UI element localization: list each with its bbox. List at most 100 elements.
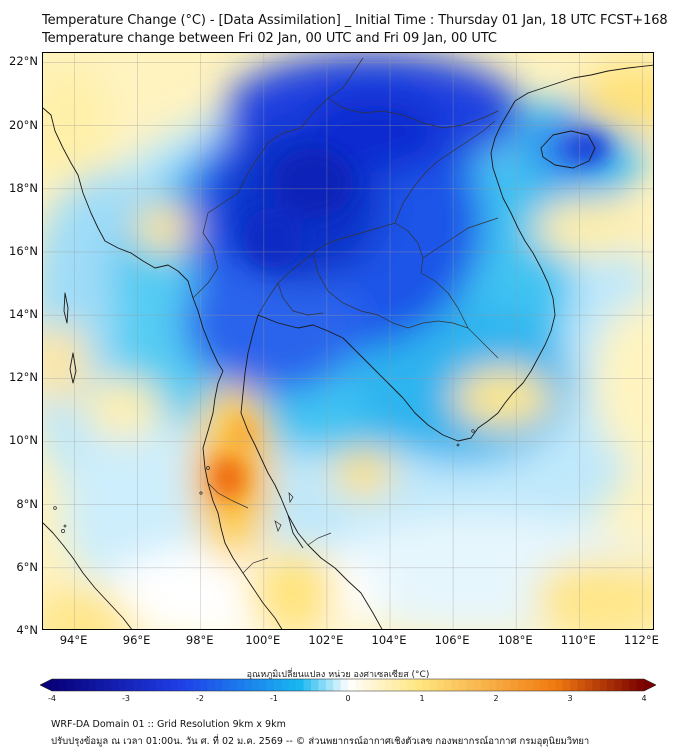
colorbar-tick-label: -3 <box>122 694 130 703</box>
colorbar-tick-label: -1 <box>270 694 278 703</box>
map-gridlines <box>43 53 653 629</box>
colorbar-cell <box>192 679 201 691</box>
colorbar-cell <box>555 679 563 691</box>
colorbar-cell <box>466 679 475 691</box>
colorbar-tick-label: 4 <box>641 694 647 703</box>
colorbar-cell <box>592 679 600 691</box>
colorbar-cell <box>66 679 75 691</box>
colorbar-cell <box>170 679 179 691</box>
colorbar-cell <box>185 679 193 691</box>
colorbar-cell <box>481 679 489 691</box>
colorbar-cell <box>251 679 260 691</box>
colorbar-cell <box>451 679 460 691</box>
colorbar-cell <box>214 679 223 691</box>
colorbar-cell <box>621 679 630 691</box>
colorbar-cell <box>89 679 97 691</box>
map-title: Temperature Change (°C) - [Data Assimila… <box>42 13 668 28</box>
colorbar-cell <box>155 679 164 691</box>
colorbar-cell <box>163 679 171 691</box>
lon-label: 102°E <box>308 633 344 647</box>
colorbar-cell <box>340 679 349 691</box>
footer-model-info: WRF-DA Domain 01 :: Grid Resolution 9km … <box>51 719 286 730</box>
colorbar-tick-label: 0 <box>345 694 351 703</box>
colorbar-cell <box>473 679 482 691</box>
colorbar-cell <box>200 679 208 691</box>
colorbar-cell <box>81 679 90 691</box>
colorbar-outline <box>40 678 656 692</box>
colorbar-cell <box>362 679 371 691</box>
colorbar-cell <box>429 679 438 691</box>
colorbar-cell <box>74 679 82 691</box>
colorbar-cell <box>629 679 637 691</box>
islands <box>53 429 475 533</box>
colorbar-cell <box>503 679 512 691</box>
colorbar-cell <box>414 679 423 691</box>
lat-label: 18°N <box>9 180 38 195</box>
lon-label: 112°E <box>623 633 659 647</box>
colorbar-cell <box>222 679 230 691</box>
lat-label: 4°N <box>16 623 38 637</box>
colorbar-cell <box>459 679 467 691</box>
colorbar-cell <box>392 679 401 691</box>
colorbar-extend-min <box>40 679 52 691</box>
colorbar-cell <box>118 679 127 691</box>
colorbar-cell <box>525 679 534 691</box>
lon-label: 96°E <box>122 633 151 647</box>
colorbar-cell <box>288 679 297 691</box>
colorbar-tick-label: 3 <box>567 694 573 703</box>
lon-label: 104°E <box>371 633 407 647</box>
colorbar-cell <box>407 679 415 691</box>
colorbar-extend-max <box>644 679 656 691</box>
map-canvas <box>43 53 653 629</box>
colorbar-cell <box>496 679 504 691</box>
colorbar-cell <box>385 679 393 691</box>
colorbar-cell <box>562 679 571 691</box>
colorbar-tick-label: -2 <box>196 694 204 703</box>
lat-label: 12°N <box>9 370 38 385</box>
colorbar-cell <box>436 679 445 691</box>
temperature-field <box>43 53 653 629</box>
colorbar-cell <box>303 679 312 691</box>
lon-label: 94°E <box>59 633 88 647</box>
lat-label: 22°N <box>9 54 38 69</box>
colorbar-cell <box>577 679 586 691</box>
colorbar-cell <box>244 679 253 691</box>
colorbar-cell <box>318 679 327 691</box>
colorbar-cell <box>370 679 378 691</box>
colorbar-cell <box>229 679 238 691</box>
colorbar-cell <box>274 679 282 691</box>
colorbar-cell <box>207 679 216 691</box>
colorbar-cell <box>296 679 304 691</box>
colorbar-cell <box>96 679 105 691</box>
footer-update-info: ปรับปรุงข้อมูล ณ เวลา 01:00น. วัน ศ. ที่… <box>51 736 590 747</box>
colorbar-cell <box>636 679 645 691</box>
colorbar-cell <box>348 679 356 691</box>
colorbar-cell <box>259 679 267 691</box>
colorbar-cell <box>52 679 60 691</box>
colorbar-cell <box>570 679 578 691</box>
colorbar <box>40 678 656 692</box>
colorbar-cell <box>333 679 341 691</box>
colorbar-cell <box>133 679 142 691</box>
colorbar-cell <box>111 679 119 691</box>
colorbar-cell <box>311 679 319 691</box>
colorbar-cell <box>510 679 519 691</box>
lat-label: 10°N <box>9 433 38 448</box>
colorbar-cell <box>148 679 156 691</box>
colorbar-cell <box>584 679 593 691</box>
colorbar-cell <box>614 679 623 691</box>
colorbar-cell <box>377 679 386 691</box>
colorbar-cell <box>59 679 68 691</box>
colorbar-cell <box>488 679 497 691</box>
coastlines <box>43 64 653 629</box>
colorbar-cell <box>126 679 134 691</box>
lon-label: 98°E <box>185 633 214 647</box>
colorbar-cell <box>281 679 290 691</box>
colorbar-label: อุณหภูมิเปลี่ยนแปลง หน่วย องศาเซลเซียส (… <box>246 670 430 680</box>
colorbar-cell <box>177 679 186 691</box>
colorbar-cell <box>607 679 615 691</box>
colorbar-cell <box>399 679 408 691</box>
lat-label: 20°N <box>9 117 38 132</box>
lat-label: 16°N <box>9 243 38 258</box>
colorbar-cell <box>237 679 245 691</box>
